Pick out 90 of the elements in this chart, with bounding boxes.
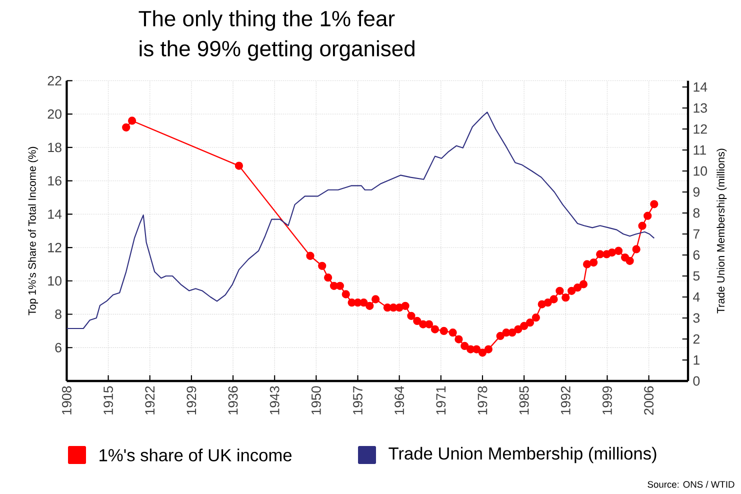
x-tick-label: 1950 <box>311 386 321 414</box>
x-tick-label: 1971 <box>436 386 446 414</box>
y2-tick-label: 11 <box>694 145 706 155</box>
point <box>556 286 564 295</box>
point <box>632 245 640 254</box>
x-tick-label: 1978 <box>478 386 488 414</box>
line-series <box>66 112 655 330</box>
y-tick-label: 12 <box>48 242 62 252</box>
y-tick-label: 22 <box>48 76 62 86</box>
y2-tick-label: 6 <box>693 250 700 260</box>
x-tick-label: 1929 <box>186 386 196 414</box>
x-tick-label: 1999 <box>602 386 612 414</box>
x-tick-label: 1964 <box>394 386 404 414</box>
point <box>508 328 516 337</box>
point <box>626 256 634 265</box>
x-tick-label: 1985 <box>519 386 529 414</box>
y2-tick-label: 10 <box>694 166 708 176</box>
point <box>413 316 422 326</box>
x-tick-label: 1992 <box>560 386 570 414</box>
point <box>484 345 492 354</box>
x-tick-label: 1936 <box>228 386 238 414</box>
point <box>520 322 528 330</box>
legend-label: 1%'s share of UK income <box>100 448 292 462</box>
point <box>234 162 244 170</box>
point <box>324 274 332 282</box>
point <box>532 314 540 322</box>
y2-tick-label: 9 <box>693 187 700 197</box>
x-tick-label: 1908 <box>62 386 72 414</box>
point <box>407 312 416 320</box>
point <box>638 222 646 230</box>
point <box>650 200 658 208</box>
point <box>448 328 457 337</box>
y2-tick-label: 13 <box>694 103 707 113</box>
y2-tick-label: 4 <box>693 292 700 302</box>
y2-tick-label: 7 <box>693 229 700 239</box>
point <box>440 326 448 336</box>
point <box>360 298 368 307</box>
point <box>128 116 136 125</box>
point <box>318 262 326 270</box>
point <box>579 280 588 288</box>
y2-tick-label: 5 <box>693 271 700 281</box>
y2-tick-label: 14 <box>694 82 708 92</box>
x-tick-label: 1957 <box>353 386 362 414</box>
y-tick-label: 16 <box>48 176 62 186</box>
point <box>582 260 592 268</box>
point <box>430 325 440 334</box>
point <box>496 332 504 340</box>
y-tick-label: 8 <box>55 310 62 319</box>
point <box>596 250 604 258</box>
point <box>454 335 463 344</box>
point <box>342 290 350 298</box>
y2-tick-label: 1 <box>694 355 700 365</box>
y2-axis-title: Trade Union Membership (millions) <box>716 148 727 314</box>
y-axis-title: Top 1%'s Share of Total Income (%) <box>28 146 38 316</box>
legend-label: Trade Union Membership (millions) <box>388 446 656 464</box>
y2-tick-label: 3 <box>693 313 700 323</box>
y-tick-label: 6 <box>55 342 62 352</box>
point <box>550 295 558 304</box>
point <box>608 248 616 257</box>
point <box>122 123 130 132</box>
y-tick-label: 10 <box>48 276 62 286</box>
chart-title: The only thing the 1% fear <box>138 10 395 31</box>
point <box>614 246 623 255</box>
x-tick-label: 1943 <box>270 386 280 414</box>
source-note: Source: ONS / WTID <box>648 480 734 488</box>
y2-tick-label: 12 <box>694 124 707 134</box>
point <box>514 325 522 334</box>
point <box>562 294 570 302</box>
point <box>590 258 598 267</box>
x-tick-label: 1915 <box>104 386 114 414</box>
x-tick-label: 1922 <box>145 386 155 414</box>
point <box>568 286 576 295</box>
point <box>372 295 380 304</box>
point <box>306 252 314 260</box>
point <box>644 212 652 220</box>
y2-tick-label: 0 <box>693 376 700 386</box>
y2-tick-label: 8 <box>693 208 700 218</box>
y-tick-label: 14 <box>48 210 62 219</box>
y2-tick-label: 2 <box>693 334 700 344</box>
point <box>401 302 410 310</box>
chart-subtitle: is the 99% getting organised <box>140 40 414 61</box>
point <box>366 302 374 310</box>
point <box>526 318 534 327</box>
x-tick-label: 2006 <box>644 386 654 415</box>
point <box>478 348 487 357</box>
y-tick-label: 20 <box>48 109 62 119</box>
point <box>460 342 469 350</box>
y-tick-label: 18 <box>48 142 62 152</box>
point <box>573 284 582 292</box>
point <box>544 298 552 307</box>
